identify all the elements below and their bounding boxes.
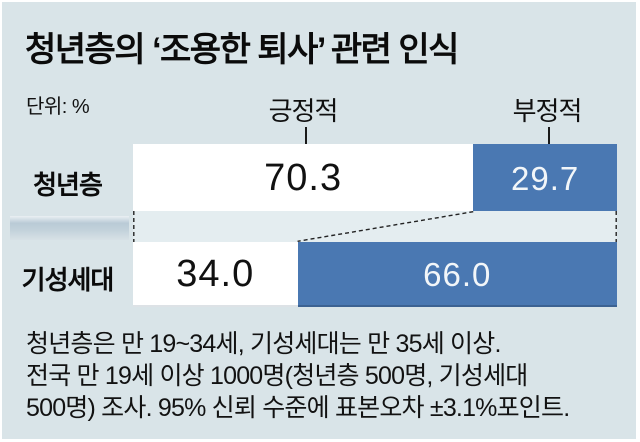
- bar-older-negative-value: 66.0: [423, 255, 492, 293]
- bar-youth-positive-segment: 70.3: [133, 144, 474, 213]
- chart-title: 청년층의 ‘조용한 퇴사’ 관련 인식: [25, 31, 459, 69]
- bar-youth-negative-value: 29.7: [511, 159, 580, 197]
- bar-older-negative-segment: 66.0: [297, 242, 617, 307]
- decorative-divider-strip: [10, 216, 129, 240]
- legend-negative-tick-line: [548, 127, 550, 145]
- footnote-line-1: 청년층은 만 19~34세, 기성세대는 만 35세 이상.: [26, 330, 501, 358]
- footnote: 청년층은 만 19~34세, 기성세대는 만 35세 이상. 전국 만 19세 …: [26, 328, 570, 424]
- bar-older: 34.0 66.0: [133, 242, 617, 307]
- footnote-line-3: 500명) 조사. 95% 신뢰 수준에 표본오차 ±3.1%포인트.: [26, 394, 570, 422]
- legend-negative-label: 부정적: [512, 96, 583, 126]
- bar-youth: 70.3 29.7: [133, 144, 617, 213]
- bar-youth-negative-segment: 29.7: [473, 144, 617, 213]
- bar-older-positive-value: 34.0: [176, 253, 255, 295]
- chart-panel: 청년층의 ‘조용한 퇴사’ 관련 인식 단위: % 긍정적 부정적 청년층 기성…: [2, 2, 636, 439]
- connector-diagonal-dashed-line: [297, 211, 474, 242]
- bar-older-positive-segment: 34.0: [133, 242, 298, 307]
- category-label-older: 기성세대: [21, 265, 115, 295]
- connector-lines: [133, 211, 617, 242]
- bar-youth-positive-value: 70.3: [264, 157, 343, 199]
- legend-positive-label: 긍정적: [268, 96, 339, 126]
- legend-positive-tick-line: [305, 127, 307, 145]
- footnote-line-2: 전국 만 19세 이상 1000명(청년층 500명, 기성세대: [26, 362, 528, 390]
- category-label-youth: 청년층: [33, 170, 103, 200]
- connector-band: [133, 211, 617, 242]
- unit-label: 단위: %: [26, 96, 90, 118]
